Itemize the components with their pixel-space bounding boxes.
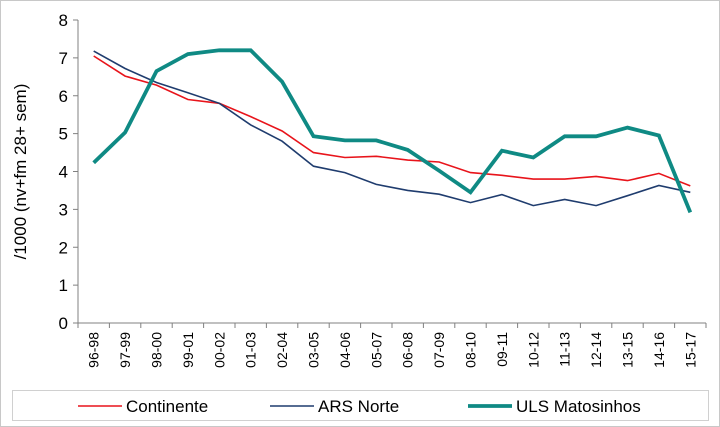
legend-label: ARS Norte — [318, 397, 399, 416]
x-tick-label: 99-01 — [180, 332, 196, 368]
series-line-continente — [93, 55, 691, 187]
x-tick-label: 08-10 — [463, 332, 479, 368]
y-axis-title: /1000 (nv+fm 28+ sem) — [11, 84, 30, 260]
x-tick-label: 97-99 — [117, 332, 133, 368]
y-tick-label: 1 — [59, 276, 68, 295]
y-tick-label: 0 — [59, 314, 68, 333]
x-tick-label: 11-13 — [557, 332, 573, 367]
legend-label: Continente — [126, 397, 208, 416]
x-tick-label: 15-17 — [682, 332, 698, 368]
y-tick-label: 8 — [59, 11, 68, 30]
x-tick-label: 98-00 — [149, 332, 165, 368]
x-tick-label: 14-16 — [651, 332, 667, 368]
y-tick-label: 5 — [59, 125, 68, 144]
series-line-ars-norte — [93, 50, 691, 207]
x-tick-label: 02-04 — [274, 332, 290, 368]
y-tick-label: 3 — [59, 200, 68, 219]
x-tick-label: 10-12 — [525, 332, 541, 368]
x-tick-label: 12-14 — [588, 332, 604, 368]
x-tick-label: 05-07 — [368, 332, 384, 368]
legend-box — [12, 390, 709, 421]
x-tick-label: 07-09 — [431, 332, 447, 368]
x-tick-label: 96-98 — [86, 332, 102, 368]
y-tick-label: 2 — [59, 238, 68, 257]
x-tick-label: 00-02 — [211, 332, 227, 368]
x-tick-label: 03-05 — [306, 332, 322, 368]
x-tick-label: 04-06 — [337, 332, 353, 368]
legend-label: ULS Matosinhos — [516, 397, 641, 416]
y-tick-label: 6 — [59, 87, 68, 106]
x-tick-label: 13-15 — [620, 332, 636, 368]
x-tick-label: 01-03 — [243, 332, 259, 368]
y-tick-label: 4 — [59, 163, 68, 182]
x-tick-label: 09-11 — [494, 332, 510, 367]
series-line-uls-matosinhos — [92, 48, 693, 214]
y-tick-label: 7 — [59, 49, 68, 68]
x-tick-label: 06-08 — [400, 332, 416, 368]
